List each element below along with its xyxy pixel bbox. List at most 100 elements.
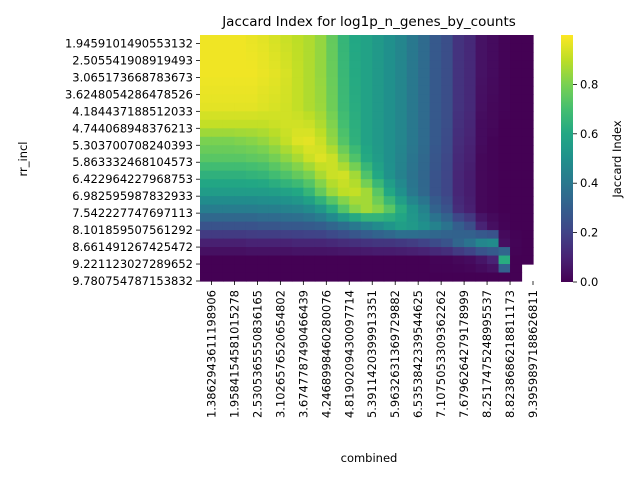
heatmap-cell: [314, 238, 327, 248]
heatmap-cell: [452, 272, 465, 282]
heatmap-cell: [326, 196, 339, 206]
heatmap-cell: [395, 85, 408, 95]
heatmap-cell: [487, 213, 500, 223]
heatmap-cell: [234, 213, 247, 223]
heatmap-cell: [452, 264, 465, 274]
heatmap-cell: [429, 230, 442, 240]
heatmap-cell: [200, 196, 213, 206]
heatmap-cell: [372, 43, 385, 53]
heatmap-cell: [383, 162, 396, 172]
heatmap-cell: [464, 196, 477, 206]
heatmap-cell: [510, 187, 523, 197]
heatmap-cell: [418, 170, 431, 180]
heatmap-cell: [234, 230, 247, 240]
heatmap-cell: [464, 43, 477, 53]
heatmap-cell: [383, 179, 396, 189]
heatmap-cell: [222, 43, 236, 53]
heatmap-cell: [280, 179, 293, 189]
heatmap-cell: [280, 94, 293, 104]
heatmap-cell: [280, 221, 293, 231]
heatmap-cell: [234, 196, 247, 206]
heatmap-cell: [429, 51, 442, 62]
heatmap-cell: [521, 204, 534, 214]
heatmap-cell: [314, 119, 327, 129]
heatmap-cell: [303, 170, 316, 180]
heatmap-cell: [487, 60, 500, 70]
heatmap-cell: [280, 102, 293, 112]
heatmap-cell: [372, 221, 385, 231]
heatmap-cell: [337, 247, 350, 257]
heatmap-cell: [429, 128, 442, 138]
heatmap-cell: [291, 111, 304, 121]
heatmap-cell: [510, 153, 523, 163]
heatmap-cell: [200, 153, 213, 163]
heatmap-cell: [498, 213, 511, 223]
heatmap-cell: [337, 179, 350, 189]
heatmap-cell: [222, 255, 236, 265]
heatmap-cell: [245, 162, 259, 172]
heatmap-cell: [349, 85, 362, 95]
heatmap-cell: [395, 153, 408, 163]
heatmap-cell: [510, 196, 523, 206]
heatmap-cell: [406, 85, 419, 95]
heatmap-cell: [280, 153, 293, 163]
x-tick-label: 3.1026576520654802: [273, 290, 287, 418]
heatmap-cell: [510, 213, 523, 223]
heatmap-cell: [395, 51, 408, 62]
heatmap-cell: [372, 94, 385, 104]
heatmap-cell: [464, 187, 477, 197]
heatmap-cell: [291, 60, 304, 70]
y-tick-label: 1.9459101490553132: [65, 36, 193, 50]
heatmap-cell: [245, 68, 259, 79]
heatmap-cell: [291, 145, 304, 155]
heatmap-cell: [200, 170, 213, 180]
heatmap-cell: [383, 145, 396, 155]
heatmap-cell: [510, 60, 523, 70]
heatmap-cell: [406, 179, 419, 189]
heatmap-cell: [464, 238, 477, 248]
heatmap-cell: [268, 136, 281, 146]
heatmap-cell: [487, 179, 500, 189]
heatmap-cell: [498, 111, 511, 121]
y-tick-label: 3.6248054286478526: [65, 87, 193, 101]
heatmap-cell: [268, 264, 281, 274]
heatmap-cell: [510, 145, 523, 155]
heatmap-cell: [303, 119, 316, 129]
heatmap-cell: [314, 85, 327, 95]
heatmap-cell: [395, 230, 408, 240]
heatmap-cell: [337, 119, 350, 129]
heatmap-cell: [464, 94, 477, 104]
heatmap-cell: [372, 247, 385, 257]
heatmap-cell: [337, 162, 350, 172]
heatmap-cell: [337, 272, 350, 282]
heatmap-cell: [372, 170, 385, 180]
heatmap-cell: [475, 102, 488, 112]
heatmap-cell: [418, 85, 431, 95]
heatmap-cell: [349, 68, 362, 79]
heatmap-cell: [418, 145, 431, 155]
heatmap-cell: [383, 128, 396, 138]
heatmap-cell: [395, 255, 408, 265]
heatmap-cell: [303, 51, 316, 62]
heatmap-cell: [211, 170, 224, 180]
heatmap-cell: [291, 230, 304, 240]
heatmap-cell: [452, 145, 465, 155]
y-axis-label: rr_incl: [16, 141, 30, 176]
heatmap-cell: [452, 51, 465, 62]
heatmap-cell: [291, 204, 304, 214]
heatmap-cell: [452, 238, 465, 248]
heatmap-cell: [349, 102, 362, 112]
heatmap-cell: [418, 255, 431, 265]
heatmap-cell: [475, 51, 488, 62]
heatmap-cell: [291, 102, 304, 112]
heatmap-cell: [464, 170, 477, 180]
heatmap-cell: [372, 272, 385, 282]
heatmap-cell: [418, 60, 431, 70]
heatmap-cell: [291, 128, 304, 138]
heatmap-cell: [257, 85, 270, 95]
heatmap-cell: [303, 247, 316, 257]
heatmap-cell: [234, 187, 247, 197]
heatmap-cell: [464, 119, 477, 129]
heatmap-cell: [268, 238, 281, 248]
heatmap-cell: [395, 43, 408, 53]
